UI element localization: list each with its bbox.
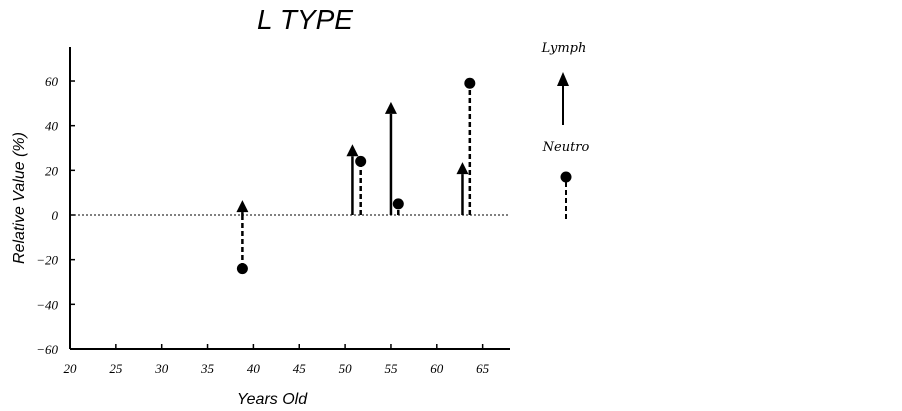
y-axis-ticks: −60 −40 −20 0 20 40 60 bbox=[36, 74, 75, 357]
neutro-circle-marker bbox=[355, 155, 367, 167]
lymph-triangle-marker bbox=[456, 162, 469, 175]
x-tick-label: 55 bbox=[384, 361, 398, 376]
neutro-circle-marker bbox=[392, 198, 404, 210]
y-tick-label: −60 bbox=[36, 342, 58, 357]
y-tick-label: 40 bbox=[45, 119, 59, 134]
legend-lymph-triangle bbox=[557, 72, 569, 86]
x-tick-label: 65 bbox=[476, 361, 490, 376]
y-tick-label: 20 bbox=[45, 163, 59, 178]
x-tick-label: 50 bbox=[339, 361, 353, 376]
x-tick-label: 30 bbox=[154, 361, 169, 376]
legend-label-neutro: Neutro bbox=[542, 140, 590, 155]
lymph-triangle-marker bbox=[384, 101, 397, 114]
x-tick-label: 35 bbox=[200, 361, 215, 376]
y-tick-label: −20 bbox=[36, 253, 58, 268]
x-tick-label: 40 bbox=[247, 361, 261, 376]
y-tick-label: 60 bbox=[45, 74, 59, 89]
x-axis-label: Years Old bbox=[237, 391, 308, 408]
neutro-circle-marker bbox=[464, 77, 476, 89]
legend: Lymph Neutro bbox=[541, 41, 590, 222]
x-tick-label: 25 bbox=[109, 361, 123, 376]
x-tick-label: 20 bbox=[64, 361, 78, 376]
y-tick-label: −40 bbox=[36, 297, 58, 312]
lymph-triangle-marker bbox=[346, 144, 359, 157]
x-tick-label: 45 bbox=[293, 361, 307, 376]
chart-title: L TYPE bbox=[257, 4, 353, 35]
y-tick-label: 0 bbox=[52, 208, 59, 223]
x-tick-label: 60 bbox=[430, 361, 444, 376]
x-axis-ticks: 20 25 30 35 40 45 50 55 60 65 bbox=[64, 344, 490, 376]
y-axis-label: Relative Value (%) bbox=[11, 132, 28, 264]
lymph-triangle-marker bbox=[236, 200, 249, 213]
neutro-circle-marker bbox=[236, 263, 248, 275]
axes bbox=[69, 47, 510, 350]
legend-neutro-circle bbox=[560, 171, 572, 183]
data-marks bbox=[236, 77, 476, 275]
legend-label-lymph: Lymph bbox=[541, 41, 587, 56]
